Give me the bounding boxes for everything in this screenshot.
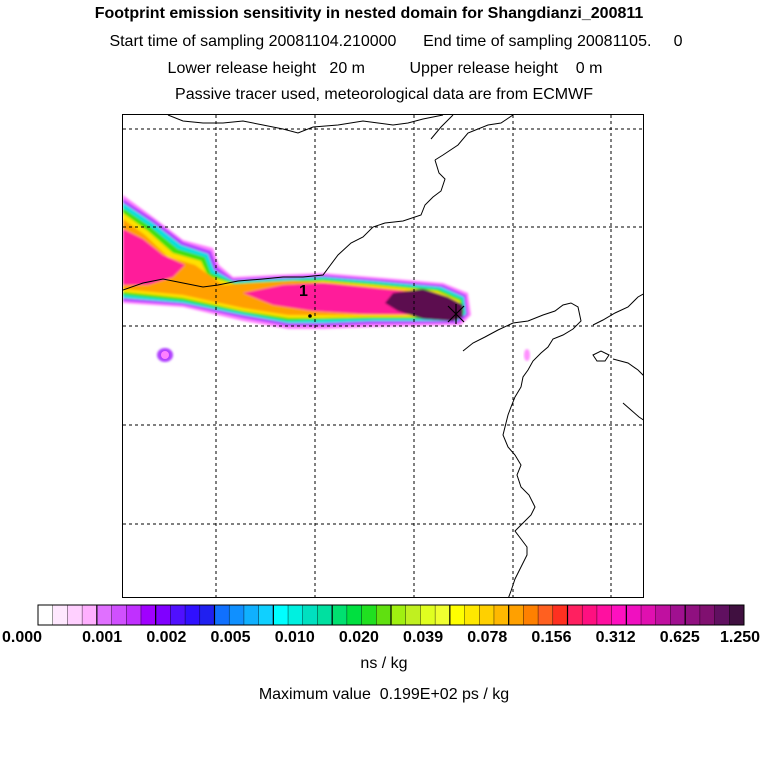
color-swatch <box>67 605 83 625</box>
coast-east <box>462 302 582 597</box>
receptor-marker <box>447 304 465 324</box>
color-swatch <box>685 605 701 625</box>
color-swatch <box>699 605 716 625</box>
coastline-borders <box>123 115 643 597</box>
release-height-line: Lower release height 20 m Upper release … <box>167 60 603 77</box>
color-swatch <box>170 605 186 625</box>
plume-patch-west-inner <box>161 351 169 359</box>
border-north <box>167 115 444 134</box>
color-swatch <box>626 605 642 625</box>
map-panel: 1 <box>122 114 644 598</box>
colorbar-tick-label: 0.005 <box>210 629 251 646</box>
map-title: Footprint emission sensitivity in nested… <box>94 5 644 22</box>
color-swatch <box>38 605 54 625</box>
peninsula-east <box>592 293 643 326</box>
color-swatch <box>449 605 466 625</box>
border-mid <box>123 159 446 291</box>
color-swatch <box>229 605 245 625</box>
coast-islands <box>622 402 643 421</box>
color-swatch <box>611 605 627 625</box>
color-swatch <box>82 605 98 625</box>
colorbar-border <box>37 604 745 626</box>
colorbar-tick-label: 0.020 <box>338 629 379 646</box>
peninsula-south <box>612 358 643 376</box>
trajectory-label: 1 <box>299 283 308 300</box>
maximum-value-label: Maximum value 0.199E+02 ps / kg <box>258 686 510 703</box>
unit-label: ns / kg <box>360 655 408 672</box>
color-swatch <box>376 605 392 625</box>
color-swatch <box>214 605 230 625</box>
color-swatch <box>288 605 304 625</box>
color-swatch <box>508 605 524 625</box>
footprint-map: 1 <box>123 115 643 597</box>
color-swatch <box>435 605 451 625</box>
coast-upper <box>434 115 514 161</box>
color-swatch <box>52 605 68 625</box>
colorbar-tick-label: 1.250 <box>719 629 761 646</box>
color-swatch <box>332 605 348 625</box>
color-swatch <box>714 605 730 625</box>
color-swatch <box>391 605 407 625</box>
color-swatch <box>670 605 686 625</box>
inland-border <box>430 115 454 140</box>
colorbar-tick-label: 0.312 <box>595 629 636 646</box>
tracer-info-line: Passive tracer used, meteorological data… <box>175 86 593 103</box>
sampling-time-line: Start time of sampling 20081104.210000 E… <box>109 33 683 50</box>
color-swatch <box>523 605 539 625</box>
color-swatch <box>346 605 363 625</box>
color-swatch <box>317 605 333 625</box>
color-swatch <box>361 605 377 625</box>
color-swatch <box>243 605 260 625</box>
island-small <box>592 350 610 362</box>
color-swatch <box>493 605 510 625</box>
plume-layer-magenta <box>123 229 455 315</box>
color-swatch <box>96 605 113 625</box>
lat-lon-grid <box>123 115 643 597</box>
colorbar-tick-label: 0.625 <box>659 629 700 646</box>
color-swatch <box>420 605 436 625</box>
colorbar-tick-label: 0.002 <box>146 629 187 646</box>
plume-patch-east <box>524 349 530 361</box>
color-swatch <box>185 605 201 625</box>
colorbar-tick-label: 0.010 <box>274 629 315 646</box>
color-swatch <box>479 605 495 625</box>
color-swatch <box>641 605 657 625</box>
color-swatch <box>111 605 127 625</box>
color-swatch <box>596 605 613 625</box>
color-swatch <box>464 605 480 625</box>
color-swatch <box>582 605 598 625</box>
colorbar-tick-label: 0.039 <box>403 629 444 646</box>
color-swatch <box>126 605 142 625</box>
color-swatch <box>567 605 583 625</box>
color-swatch <box>538 605 554 625</box>
color-swatch <box>273 605 289 625</box>
color-swatch <box>405 605 421 625</box>
color-swatch <box>140 605 157 625</box>
colorbar-tick-label: 0.156 <box>531 629 572 646</box>
color-swatch <box>729 605 745 625</box>
emission-plume <box>123 195 471 329</box>
plume-layer-dark <box>385 289 463 321</box>
color-swatch <box>655 605 671 625</box>
trajectory-point <box>308 314 312 318</box>
color-swatch <box>552 605 568 625</box>
color-scale-bar <box>37 604 745 626</box>
color-swatch <box>302 605 318 625</box>
colorbar-tick-label: 0.000 <box>1 629 43 646</box>
color-swatch <box>155 605 171 625</box>
colorbar-tick-label: 0.001 <box>82 629 123 646</box>
color-swatch <box>258 605 274 625</box>
colorbar-tick-label: 0.078 <box>467 629 508 646</box>
color-swatch <box>199 605 215 625</box>
